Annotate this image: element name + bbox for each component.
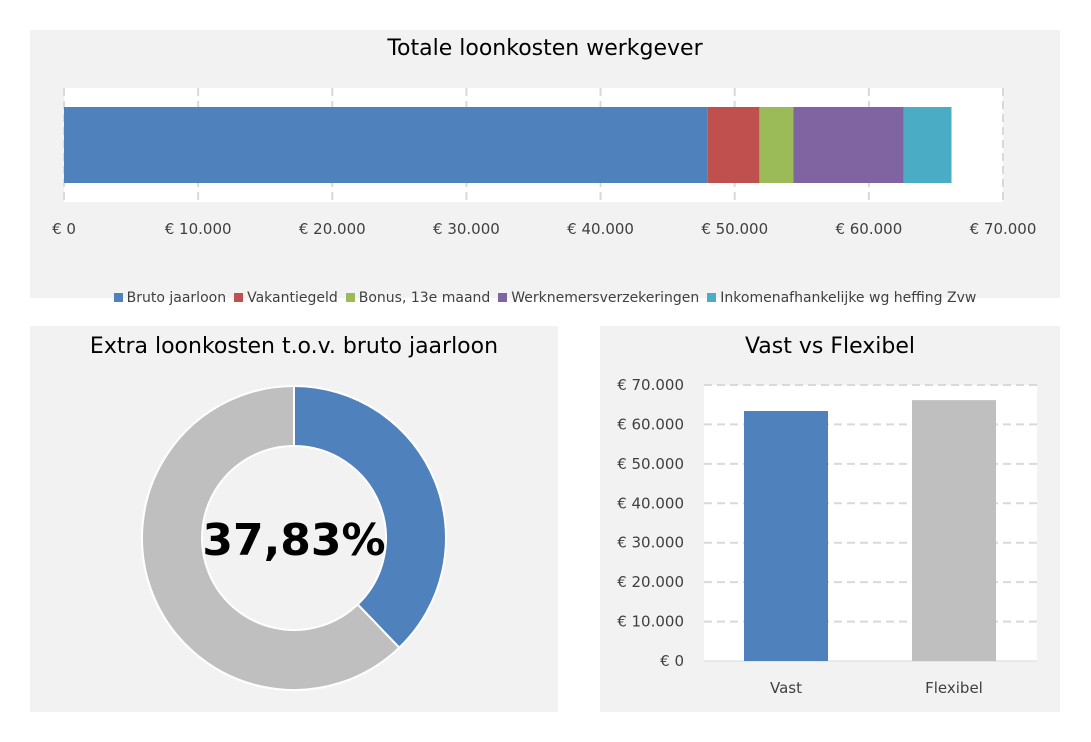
legend-item: Bruto jaarloon	[113, 290, 227, 306]
x-tick-label: € 20.000	[299, 220, 366, 238]
y-tick-label: € 40.000	[617, 494, 684, 512]
legend-swatch	[234, 293, 244, 302]
column-bar	[912, 400, 996, 661]
y-tick-label: € 70.000	[617, 376, 684, 394]
legend-label: Inkomenafhankelijke wg heffing Zvw	[720, 290, 977, 306]
x-tick-label: € 70.000	[970, 220, 1037, 238]
bar-segment	[759, 107, 794, 183]
chart-title: Extra loonkosten t.o.v. bruto jaarloon	[89, 334, 499, 359]
legend-item: Vakantiegeld	[234, 290, 338, 306]
x-tick-label: € 60.000	[835, 220, 902, 238]
x-tick-label: € 30.000	[433, 220, 500, 238]
legend-swatch	[345, 293, 355, 302]
y-tick-label: € 60.000	[617, 415, 684, 433]
legend-swatch	[113, 293, 123, 302]
bar-segment	[903, 107, 952, 183]
y-tick-label: € 50.000	[617, 455, 684, 473]
legend-swatch	[498, 293, 508, 302]
chart-title: Totale loonkosten werkgever	[387, 36, 703, 61]
x-tick-label: € 0	[52, 220, 76, 238]
legend-item: Bonus, 13e maand	[345, 290, 491, 306]
y-tick-label: € 20.000	[617, 573, 684, 591]
donut-slice	[141, 384, 401, 691]
legend-swatch	[707, 293, 717, 302]
column-bar	[744, 411, 828, 661]
legend-label: Bonus, 13e maand	[358, 290, 491, 306]
legend-item: Werknemersverzekeringen	[498, 290, 699, 306]
bar-segment	[793, 107, 904, 183]
donut-slice	[293, 384, 447, 650]
x-tick-label: € 50.000	[701, 220, 768, 238]
legend-label: Vakantiegeld	[247, 290, 338, 306]
legend-label: Werknemersverzekeringen	[511, 290, 700, 306]
y-tick-label: € 0	[660, 652, 684, 670]
bar-segment	[707, 107, 760, 183]
x-tick-label: € 40.000	[567, 220, 634, 238]
y-tick-label: € 10.000	[617, 613, 684, 631]
x-tick-label: € 10.000	[165, 220, 232, 238]
legend-item: Inkomenafhankelijke wg heffing Zvw	[707, 290, 976, 306]
chart-title: Vast vs Flexibel	[744, 334, 916, 359]
x-category-label: Flexibel	[925, 679, 983, 697]
bar-segment	[64, 107, 708, 183]
donut-center-label: 37,83%	[202, 515, 385, 566]
x-category-label: Vast	[770, 679, 802, 697]
y-tick-label: € 30.000	[617, 534, 684, 552]
legend-label: Bruto jaarloon	[126, 290, 227, 306]
legend: Bruto jaarloon Vakantiegeld Bonus, 13e maa…	[30, 290, 1060, 306]
